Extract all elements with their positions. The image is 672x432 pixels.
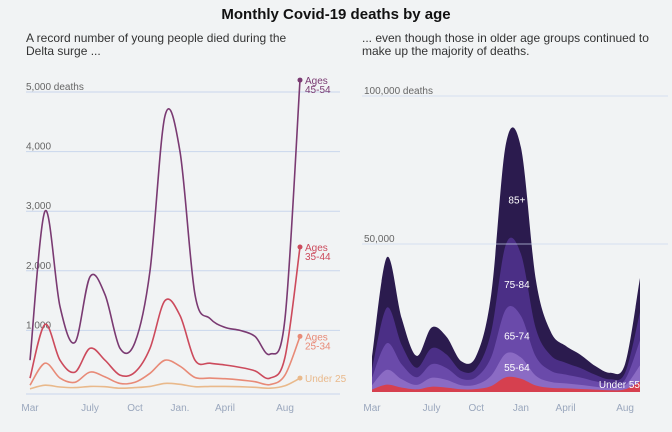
left-x-tick-label: Jan.	[171, 403, 190, 414]
left-series-label: Under 25	[305, 374, 347, 385]
left-series-label: 35-44	[305, 252, 331, 263]
left-x-tick-label: Oct	[127, 403, 143, 414]
left-series-label: Ages	[305, 76, 328, 87]
right-series-label: 55-64	[504, 363, 530, 374]
right-series-label: 65-74	[504, 332, 530, 343]
left-y-tick-label: 5,000 deaths	[26, 82, 84, 93]
left-series-end-dot	[297, 333, 303, 339]
right-area-band	[372, 352, 640, 392]
right-series-label: 75-84	[504, 280, 530, 291]
left-series-line	[29, 377, 301, 390]
right-x-tick-label: April	[556, 403, 576, 414]
right-x-tick-label: Mar	[363, 403, 381, 414]
left-series-end-dot	[297, 244, 303, 250]
left-y-tick-label: 2,000	[26, 261, 51, 272]
left-series-line	[29, 246, 301, 380]
left-panel-subtitle: A record number of young people died dur…	[26, 31, 287, 58]
left-series-line	[29, 80, 301, 361]
chart-title: Monthly Covid-19 deaths by age	[221, 6, 451, 23]
right-series-label: 85+	[508, 195, 525, 206]
right-x-tick-label: July	[423, 403, 441, 414]
left-x-tick-label: Mar	[21, 403, 39, 414]
left-y-tick-label: 1,000	[26, 320, 51, 331]
left-x-tick-label: July	[81, 403, 99, 414]
left-x-tick-label: Aug	[276, 403, 294, 414]
left-y-tick-label: 3,000	[26, 201, 51, 212]
left-series-label: Ages	[305, 332, 328, 343]
right-x-tick-label: Jan	[513, 403, 529, 414]
left-series-label: Ages	[305, 243, 328, 254]
left-series-end-dot	[297, 375, 303, 381]
right-x-tick-label: Aug	[616, 403, 634, 414]
left-series-line	[29, 336, 301, 386]
right-x-tick-label: Oct	[468, 403, 484, 414]
right-y-tick-label: 100,000 deaths	[364, 86, 433, 97]
left-series-label: 25-34	[305, 341, 331, 352]
left-y-tick-label: 4,000	[26, 142, 51, 153]
left-series-end-dot	[297, 77, 303, 83]
right-y-tick-label: 50,000	[364, 234, 395, 245]
left-x-tick-label: April	[215, 403, 235, 414]
left-series-label: 45-54	[305, 85, 331, 96]
right-panel-subtitle: ... even though those in older age group…	[362, 31, 649, 58]
right-area-band	[372, 376, 640, 392]
right-area-band	[372, 306, 640, 392]
right-series-label: Under 55	[599, 380, 641, 391]
